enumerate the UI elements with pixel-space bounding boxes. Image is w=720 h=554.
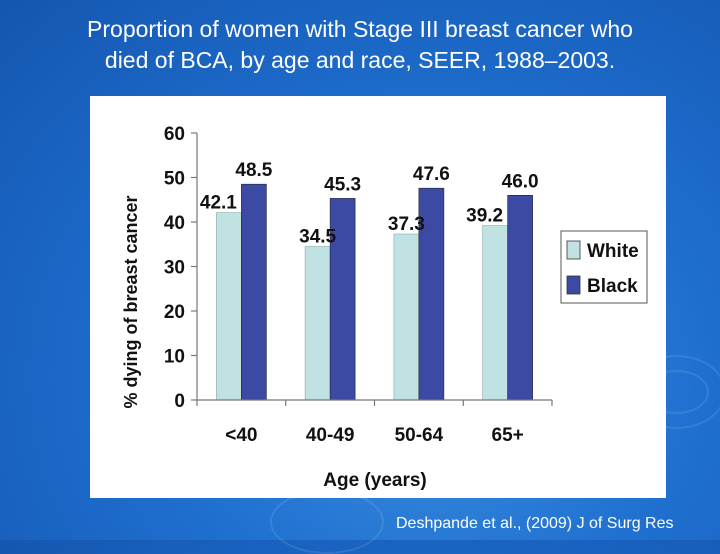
x-axis-title: Age (years): [323, 470, 427, 491]
y-tick-label: 10: [164, 347, 185, 368]
background-ripple: [270, 490, 384, 554]
data-label-white: 39.2: [466, 206, 503, 227]
data-label-white: 37.3: [388, 214, 425, 235]
bars: [216, 183, 533, 401]
data-labels: 42.1 48.5 34.5 45.3 37.3 47.6 39.2 46.0: [200, 160, 539, 247]
bar-white-1: [304, 246, 331, 401]
legend: White Black: [560, 230, 648, 304]
legend-swatch-black: [566, 275, 581, 295]
chart-panel: 0 10 20 30 40 50 60 42.1 48.5 34.5 45.3 37.3 47.6 39…: [90, 96, 666, 498]
bar-black-2: [418, 187, 445, 401]
y-tick-label: 0: [174, 391, 185, 412]
x-tick-label: <40: [225, 425, 257, 446]
bar-white-2: [393, 233, 420, 401]
data-label-black: 48.5: [235, 160, 272, 181]
slide-title-line-1: Proportion of women with Stage III breas…: [87, 16, 633, 42]
data-label-black: 46.0: [502, 171, 539, 192]
y-tick-label: 40: [164, 213, 185, 234]
bar-black-1: [329, 198, 356, 401]
citation: Deshpande et al., (2009) J of Surg Res: [396, 515, 674, 532]
y-tick-label: 50: [164, 169, 185, 190]
data-label-black: 45.3: [324, 174, 361, 195]
bar-white-3: [482, 225, 508, 401]
y-axis-title: % dying of breast cancer: [121, 195, 141, 408]
bar-black-0: [241, 183, 267, 401]
legend-label-white: White: [587, 241, 639, 262]
bar-black-3: [507, 195, 533, 401]
y-tick-label: 20: [164, 302, 185, 323]
bar-chart: 0 10 20 30 40 50 60 42.1 48.5 34.5 45.3 37.3 47.6 39…: [121, 124, 648, 491]
x-tick-label: 50-64: [395, 425, 444, 446]
y-axis-ticks: 0 10 20 30 40 50 60: [164, 124, 197, 412]
y-tick-label: 60: [164, 124, 185, 145]
x-axis-ticks: <40 40-49 50-64 65+: [196, 400, 553, 446]
slide-title-line-2: died of BCA, by age and race, SEER, 1988…: [104, 47, 616, 73]
data-label-white: 42.1: [200, 193, 237, 214]
bar-white-0: [216, 212, 242, 401]
slide-title: Proportion of women with Stage III breas…: [20, 14, 700, 76]
legend-swatch-white: [566, 240, 581, 260]
x-tick-label: 65+: [492, 425, 524, 446]
y-tick-label: 30: [164, 258, 185, 279]
legend-label-black: Black: [587, 276, 638, 297]
data-label-black: 47.6: [413, 164, 450, 185]
x-tick-label: 40-49: [306, 425, 355, 446]
data-label-white: 34.5: [299, 226, 336, 247]
